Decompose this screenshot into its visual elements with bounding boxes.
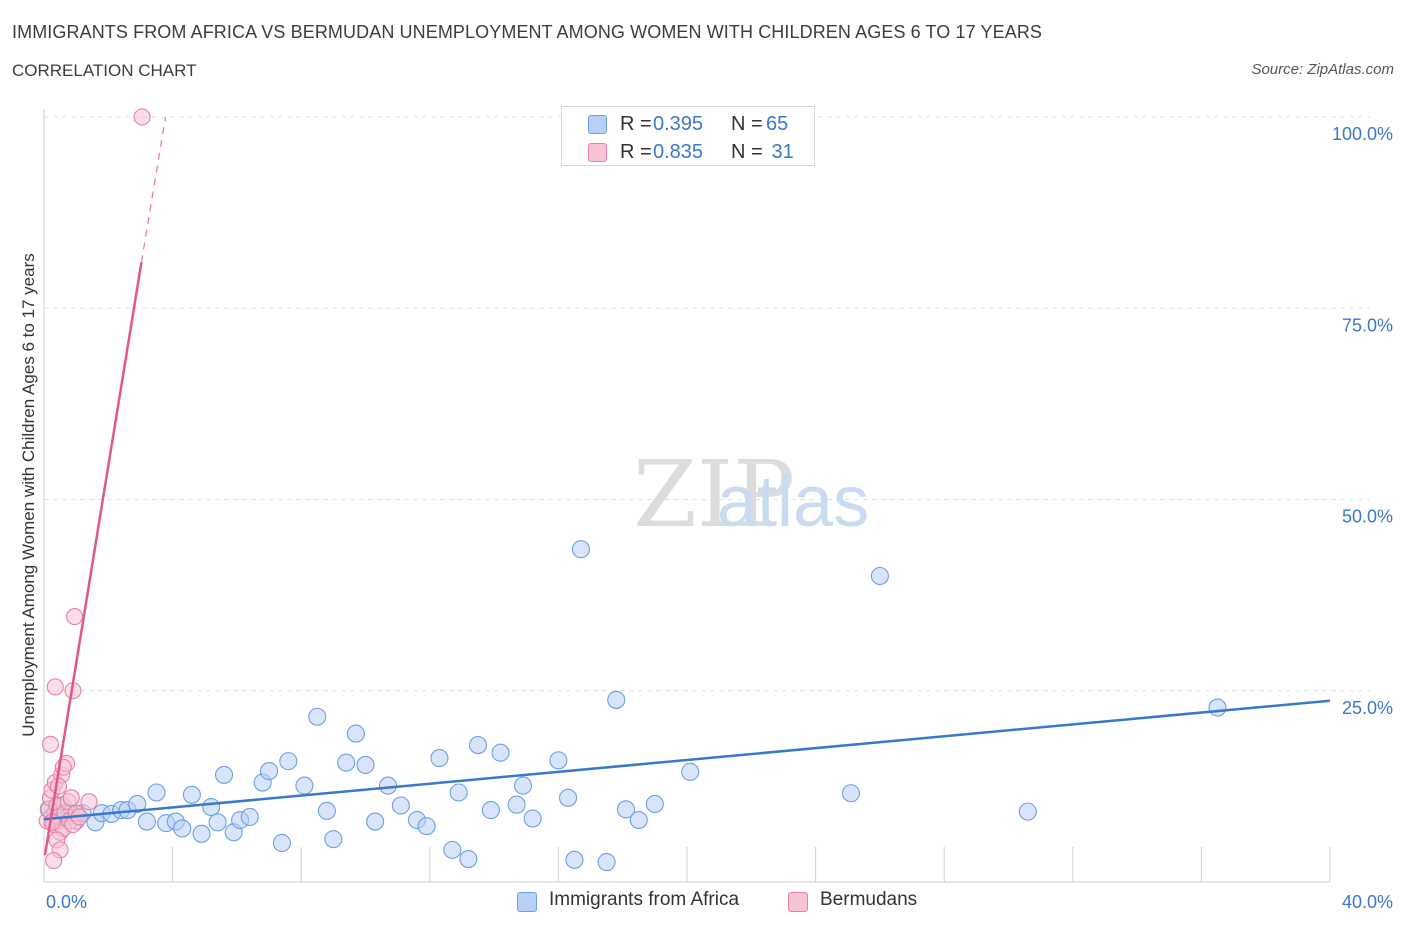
y-tick-label: 50.0% (1342, 507, 1393, 527)
point-immigrants (366, 812, 385, 831)
trend-line-bermudans (43, 262, 143, 856)
point-immigrants (147, 783, 166, 802)
point-immigrants (137, 812, 156, 831)
point-bermudans (49, 777, 68, 795)
y-tick-label: 25.0% (1342, 698, 1393, 718)
watermark-zip: ZIP (633, 441, 795, 548)
point-immigrants (558, 788, 578, 807)
point-immigrants (272, 833, 291, 853)
point-immigrants (607, 690, 626, 709)
correlation-legend: R = 0.395 N = 65 R = 0.835 N = 31 (561, 106, 815, 166)
point-immigrants (468, 736, 488, 755)
watermark: ZIP atlas (633, 441, 869, 548)
legend-n-label: N = (731, 113, 763, 135)
bottom-legend-label-immigrants: Immigrants from Africa (549, 889, 740, 910)
point-immigrants (192, 824, 211, 843)
legend-swatch-immigrants (588, 115, 607, 134)
chart-title: IMMIGRANTS FROM AFRICA VS BERMUDAN UNEMP… (12, 22, 1043, 42)
point-immigrants (324, 830, 343, 849)
point-bermudans (41, 735, 59, 753)
point-immigrants (128, 794, 147, 814)
y-axis-label: Unemployment Among Women with Children A… (19, 253, 38, 737)
point-immigrants (202, 797, 221, 817)
point-immigrants (240, 807, 259, 827)
point-immigrants (616, 800, 635, 819)
point-bermudans (133, 108, 151, 126)
point-immigrants (182, 785, 201, 804)
legend-swatch-bermudans (588, 143, 607, 162)
point-immigrants (549, 751, 568, 770)
point-immigrants (629, 810, 648, 830)
source-credit: Source: ZipAtlas.com (1251, 61, 1394, 78)
point-immigrants (346, 724, 365, 743)
axes (43, 109, 1331, 883)
legend-r-label: R = (620, 113, 652, 135)
point-immigrants (1018, 802, 1037, 821)
point-immigrants (173, 819, 192, 838)
point-immigrants (565, 850, 584, 869)
y-tick-label: 75.0% (1342, 315, 1393, 335)
point-bermudans (80, 793, 98, 811)
bottom-legend-swatch-bermudans (788, 892, 808, 912)
point-immigrants (523, 809, 542, 828)
point-immigrants (356, 755, 375, 775)
bottom-legend-swatch-immigrants (517, 892, 537, 912)
point-bermudans (65, 607, 84, 626)
point-immigrants (208, 813, 227, 832)
point-immigrants (417, 817, 436, 836)
point-immigrants (279, 752, 298, 771)
point-immigrants (491, 743, 510, 762)
trend-line-immigrants (43, 699, 1331, 821)
tick-labels: 25.0% 50.0% 75.0% 100.0% 0.0% 40.0% (46, 124, 1393, 912)
point-immigrants (443, 840, 462, 859)
point-bermudans (62, 789, 80, 807)
legend-n-value: 31 (766, 141, 794, 163)
legend-r-value: 0.395 (653, 113, 704, 135)
point-immigrants (308, 707, 327, 726)
point-immigrants (1208, 698, 1227, 717)
point-immigrants (841, 784, 861, 803)
trend-line-bermudans-extension (140, 116, 167, 263)
point-bermudans (46, 678, 64, 696)
series-bermudans-points (38, 108, 151, 870)
chart-subtitle: CORRELATION CHART (12, 61, 197, 80)
point-immigrants (507, 795, 526, 814)
watermark-atlas: atlas (717, 462, 869, 542)
legend-n-label: N = (731, 141, 763, 163)
point-immigrants (513, 776, 533, 795)
point-immigrants (645, 794, 664, 814)
series-immigrants-points (39, 540, 1227, 872)
point-immigrants (481, 801, 500, 820)
point-immigrants (337, 753, 356, 772)
point-immigrants (449, 783, 468, 802)
point-immigrants (459, 849, 478, 869)
point-immigrants (681, 762, 700, 781)
point-immigrants (317, 801, 336, 820)
point-immigrants (259, 762, 279, 781)
point-bermudans (45, 852, 63, 870)
point-immigrants (571, 540, 590, 559)
point-immigrants (391, 796, 410, 815)
y-tick-label: 100.0% (1332, 124, 1393, 144)
x-tick-label-min: 0.0% (46, 892, 87, 912)
point-immigrants (870, 566, 889, 586)
legend-r-label: R = (620, 141, 652, 163)
x-tick-label-max: 40.0% (1342, 892, 1393, 912)
point-immigrants (597, 853, 616, 872)
legend-n-value: 65 (766, 113, 789, 135)
grid-lines (44, 116, 1370, 692)
bottom-legend-label-bermudans: Bermudans (820, 889, 918, 910)
point-immigrants (214, 765, 234, 784)
point-immigrants (295, 776, 314, 795)
point-immigrants (430, 749, 449, 768)
legend-r-value: 0.835 (653, 141, 704, 163)
point-immigrants (378, 776, 398, 795)
trend-lines (43, 116, 1331, 856)
